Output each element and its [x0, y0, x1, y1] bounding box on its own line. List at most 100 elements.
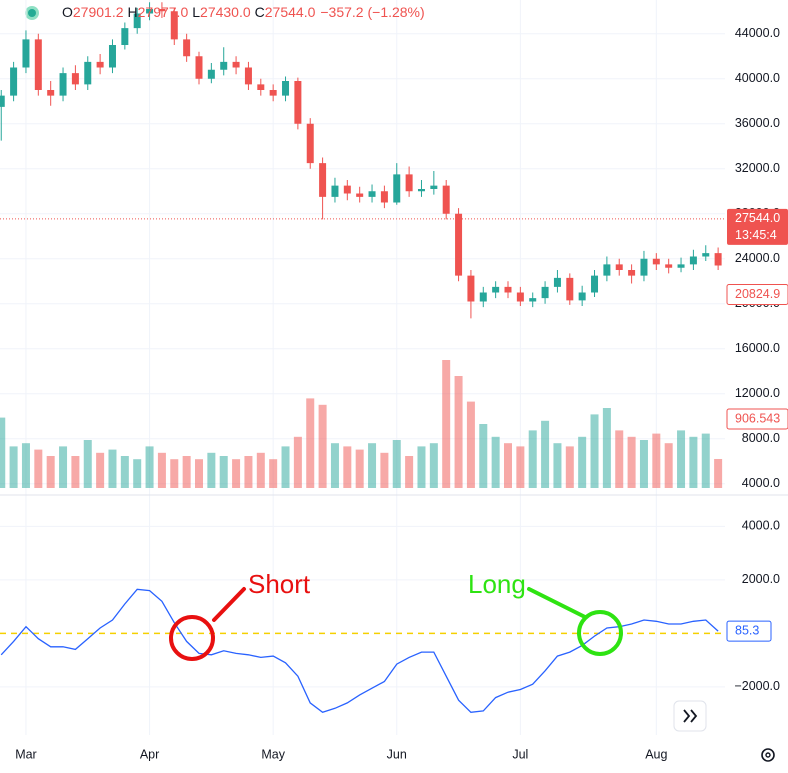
candle-body: [294, 81, 302, 124]
candle-body: [479, 292, 487, 302]
volume-bar: [442, 360, 451, 488]
volume-bar: [207, 452, 216, 488]
y-tick-label: 8000.0: [742, 431, 780, 445]
volume-bar: [429, 443, 438, 488]
price-marker-tag: [726, 283, 788, 305]
x-tick-label: Apr: [140, 747, 159, 761]
volume-bar: [652, 433, 661, 488]
volume-bar: [281, 446, 290, 488]
x-tick-label: Aug: [645, 747, 667, 761]
volume-bar: [293, 436, 302, 488]
volume-bar: [664, 443, 673, 488]
volume-bar: [145, 446, 154, 488]
status-dot-core: [28, 9, 36, 17]
volume-bar: [491, 436, 500, 488]
volume-bar: [689, 436, 698, 488]
candle-body: [96, 61, 104, 68]
last-price-label: 27544.0: [735, 211, 780, 225]
candle-body: [195, 56, 203, 79]
volume-bar: [182, 456, 191, 488]
candle-body: [232, 61, 240, 68]
volume-bar: [578, 436, 587, 488]
last-price-tag: [727, 208, 788, 245]
volume-bar: [627, 436, 636, 488]
candle-body: [22, 39, 30, 68]
volume-bar: [565, 446, 574, 488]
volume-bar: [157, 452, 166, 488]
candle-body: [553, 277, 561, 287]
value: 27977.0: [138, 4, 189, 20]
candle-body: [652, 258, 660, 265]
candle-body: [603, 264, 611, 276]
volume-bar: [269, 459, 278, 488]
annotation-circle: [577, 610, 623, 656]
y-tick-label: 32000.0: [735, 161, 780, 175]
value: 27430.0: [200, 4, 251, 20]
candle-body: [640, 258, 648, 276]
candle-body: [319, 163, 327, 197]
change: −357.2 (−1.28%): [320, 4, 424, 20]
volume-bar: [553, 443, 562, 488]
volume-bar: [380, 452, 389, 488]
y-tick-label: 36000.0: [735, 116, 780, 130]
volume-bar: [21, 443, 30, 488]
volume-bar: [454, 376, 463, 488]
value: 27901.2: [73, 4, 124, 20]
candle-body: [467, 275, 475, 302]
scroll-button[interactable]: [673, 700, 707, 732]
value: 27544.0: [265, 4, 316, 20]
volume-bar: [701, 433, 710, 488]
candle-body: [257, 84, 265, 90]
volume-bar: [195, 459, 203, 488]
candle-body: [282, 81, 290, 96]
volume-bar: [46, 456, 55, 488]
volume-bar: [330, 443, 339, 488]
value-label: 85.3: [735, 623, 759, 637]
candle-body: [615, 264, 623, 270]
volume-bar: [417, 446, 426, 488]
candle-body: [0, 95, 5, 107]
candle-body: [121, 28, 129, 45]
volume-bar: [615, 430, 624, 488]
candle-body: [207, 69, 215, 79]
candle-body: [677, 264, 685, 268]
volume-bar: [71, 456, 80, 488]
volume-bar: [219, 456, 228, 488]
label: O: [62, 4, 73, 20]
volume-bar: [479, 424, 488, 488]
volume-bar: [355, 449, 364, 488]
candle-body: [430, 185, 438, 189]
candle-body: [183, 39, 191, 57]
candle-body: [578, 292, 586, 301]
volume-bar: [602, 408, 611, 488]
volume-tag: [726, 408, 788, 430]
y-tick-label: 4000.0: [742, 476, 780, 490]
volume-bar: [96, 452, 105, 488]
candle-body: [665, 264, 673, 268]
candle-body: [356, 193, 364, 197]
candle-body: [393, 174, 401, 203]
volume-bar: [368, 443, 377, 488]
candle-body: [368, 191, 376, 197]
volume-bar: [244, 456, 253, 488]
candle-body: [504, 286, 512, 293]
y-tick-label: 24000.0: [735, 251, 780, 265]
label: C: [255, 4, 265, 20]
x-tick-label: May: [261, 747, 285, 761]
candle-body: [220, 61, 228, 70]
volume-label: 906.543: [735, 411, 780, 425]
x-tick-label: Mar: [15, 747, 37, 761]
candle-body: [405, 174, 413, 192]
candle-body: [133, 13, 141, 29]
candle-body: [34, 39, 42, 90]
value-tag: [726, 620, 772, 642]
candle-body: [10, 67, 18, 96]
volume-bar: [639, 440, 648, 488]
settings-button[interactable]: [761, 748, 775, 762]
annotation-text: Long: [468, 569, 526, 599]
candle-body: [380, 191, 388, 203]
annotation-pointer: [212, 587, 246, 622]
volume-bar: [590, 414, 599, 488]
